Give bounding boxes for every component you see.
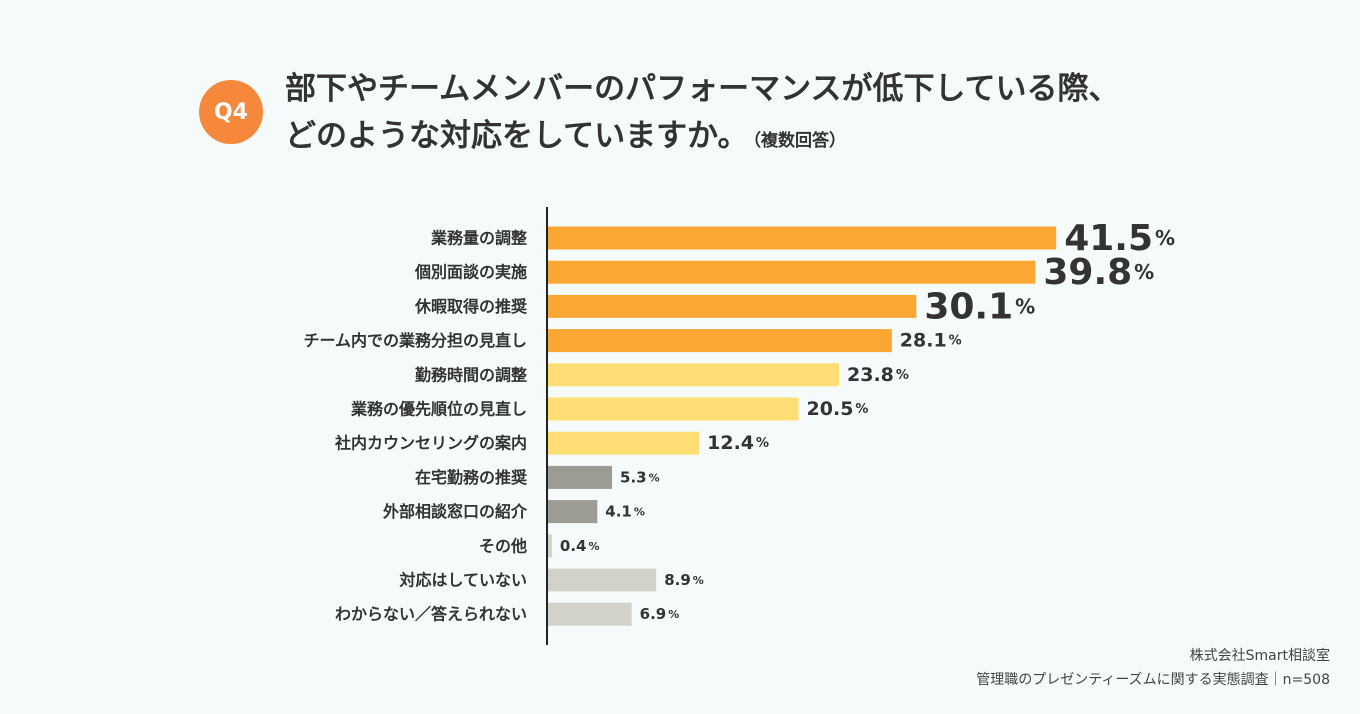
value-number-2: 30.1 bbox=[924, 286, 1013, 327]
page-title: 部下やチームメンバーのパフォーマンスが低下している際、 どのような対応をしていま… bbox=[285, 66, 1120, 165]
value-unit-7: % bbox=[649, 471, 660, 484]
value-number-9: 0.4 bbox=[560, 537, 587, 555]
bar-3 bbox=[547, 329, 892, 353]
value-number-11: 6.9 bbox=[640, 605, 667, 623]
category-label-10: 対応はしていない bbox=[398, 571, 527, 590]
value-number-5: 20.5 bbox=[807, 398, 854, 420]
bar-4 bbox=[547, 363, 840, 387]
title-line-2-text: どのような対応をしていますか。 bbox=[285, 118, 749, 154]
value-label-10: 8.9% bbox=[664, 571, 704, 589]
value-number-1: 39.8 bbox=[1043, 252, 1132, 293]
bar-5 bbox=[547, 397, 799, 421]
bar-8 bbox=[547, 500, 598, 524]
bar-7 bbox=[547, 465, 613, 489]
category-label-6: 社内カウンセリングの案内 bbox=[334, 434, 527, 453]
value-label-6: 12.4% bbox=[707, 432, 769, 454]
value-label-7: 5.3% bbox=[620, 468, 660, 486]
bar-1 bbox=[547, 260, 1036, 284]
category-label-2: 休暇取得の推奨 bbox=[414, 297, 528, 316]
value-label-5: 20.5% bbox=[807, 398, 869, 420]
category-label-7: 在宅勤務の推奨 bbox=[415, 468, 528, 487]
footer-company: 株式会社Smart相談室 bbox=[1189, 648, 1330, 664]
value-number-7: 5.3 bbox=[620, 468, 647, 486]
bar-9 bbox=[547, 534, 552, 558]
value-unit-4: % bbox=[896, 367, 909, 382]
value-label-11: 6.9% bbox=[640, 605, 680, 623]
question-badge-label: Q4 bbox=[213, 99, 248, 125]
value-unit-8: % bbox=[634, 505, 645, 518]
source-footer: 株式会社Smart相談室 管理職のプレゼンティーズムに関する実態調査｜n=508 bbox=[976, 644, 1330, 692]
bar-10 bbox=[547, 568, 657, 592]
category-label-5: 業務の優先順位の見直し bbox=[350, 400, 527, 419]
value-number-0: 41.5 bbox=[1064, 218, 1153, 259]
value-label-8: 4.1% bbox=[605, 503, 645, 521]
bar-0 bbox=[547, 226, 1057, 250]
value-unit-11: % bbox=[668, 608, 679, 621]
value-unit-5: % bbox=[855, 402, 868, 417]
value-unit-9: % bbox=[588, 539, 599, 552]
value-number-8: 4.1 bbox=[605, 503, 632, 521]
value-unit-10: % bbox=[693, 574, 704, 587]
value-number-4: 23.8 bbox=[847, 364, 894, 386]
value-label-9: 0.4% bbox=[560, 537, 600, 555]
category-label-0: 業務量の調整 bbox=[430, 229, 527, 248]
category-label-4: 勤務時間の調整 bbox=[415, 365, 527, 384]
value-label-3: 28.1% bbox=[900, 330, 962, 352]
value-unit-3: % bbox=[949, 333, 962, 348]
value-label-2: 30.1% bbox=[924, 286, 1035, 327]
title-line-2: どのような対応をしていますか。 （複数回答） bbox=[285, 113, 1120, 165]
value-label-1: 39.8% bbox=[1043, 252, 1154, 293]
category-label-11: わからない／答えられない bbox=[335, 605, 527, 624]
value-label-4: 23.8% bbox=[847, 364, 909, 386]
value-label-0: 41.5% bbox=[1064, 218, 1175, 259]
value-number-10: 8.9 bbox=[664, 571, 691, 589]
value-number-3: 28.1 bbox=[900, 330, 947, 352]
question-badge: Q4 bbox=[199, 80, 263, 144]
category-label-1: 個別面談の実施 bbox=[414, 263, 527, 282]
footer-survey: 管理職のプレゼンティーズムに関する実態調査｜n=508 bbox=[976, 672, 1330, 688]
bar-2 bbox=[547, 294, 917, 318]
bar-11 bbox=[547, 602, 632, 626]
bar-6 bbox=[547, 431, 700, 455]
title-note: （複数回答） bbox=[752, 131, 846, 151]
title-line-1: 部下やチームメンバーのパフォーマンスが低下している際、 bbox=[285, 71, 1120, 107]
value-number-6: 12.4 bbox=[707, 432, 754, 454]
value-unit-1: % bbox=[1134, 260, 1154, 284]
category-label-9: その他 bbox=[479, 536, 527, 555]
value-unit-6: % bbox=[756, 436, 769, 451]
category-label-8: 外部相談窓口の紹介 bbox=[382, 502, 528, 521]
value-unit-2: % bbox=[1015, 294, 1035, 318]
value-unit-0: % bbox=[1155, 226, 1175, 250]
category-label-3: チーム内での業務分担の見直し bbox=[303, 331, 527, 350]
